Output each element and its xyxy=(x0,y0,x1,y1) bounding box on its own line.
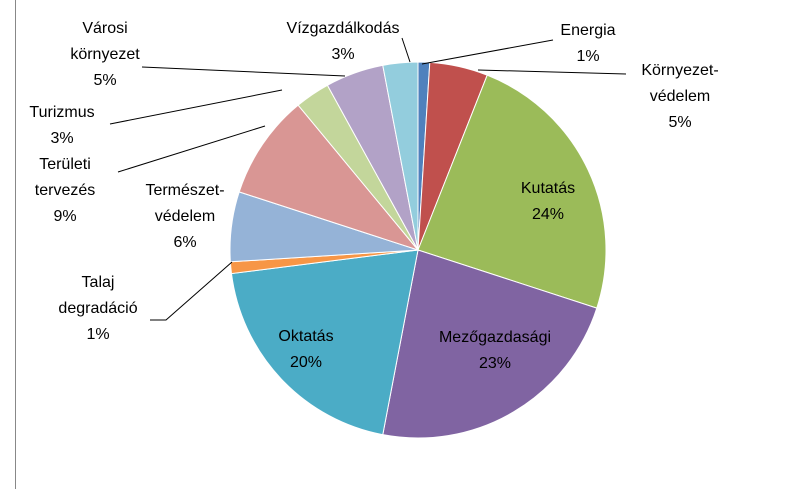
leader-line xyxy=(477,69,627,75)
slice-label: Környezet- védelem xyxy=(641,62,719,105)
slice-label: Területi tervezés xyxy=(34,156,96,199)
slice-value-label: 9% xyxy=(53,208,77,225)
pie-slice xyxy=(382,61,419,251)
pie-slice xyxy=(417,74,607,309)
pie-slice xyxy=(238,104,420,252)
slice-value-label: 1% xyxy=(86,326,110,343)
leader-line xyxy=(117,125,266,173)
slice-value-label: 24% xyxy=(531,206,565,223)
slice-label: Oktatás xyxy=(278,328,334,345)
leader-line xyxy=(141,66,346,77)
slice-value-label: 1% xyxy=(576,48,600,65)
slice-value-label: 23% xyxy=(478,355,512,372)
slice-value-label: 6% xyxy=(173,234,197,251)
slice-label: Mezőgazdasági xyxy=(438,329,552,346)
leader-line xyxy=(421,39,554,65)
slice-label: Vízgazdálkodás xyxy=(286,20,400,37)
slice-value-label: 20% xyxy=(289,354,323,371)
pie-slice xyxy=(230,249,419,436)
slice-value-label: 3% xyxy=(50,130,74,147)
pie-slice xyxy=(382,249,598,439)
slice-value-label: 3% xyxy=(331,46,355,63)
slice-label: Kutatás xyxy=(520,180,576,197)
slice-label: Turizmus xyxy=(29,104,95,121)
slice-label: Városi környezet xyxy=(70,20,140,63)
slice-label: Természet- védelem xyxy=(145,182,225,225)
leader-line xyxy=(109,89,283,125)
leader-line xyxy=(150,261,233,321)
slice-value-label: 5% xyxy=(93,72,117,89)
slice-label: Energia xyxy=(560,22,616,39)
slice-label: Talaj degradáció xyxy=(58,274,138,317)
frame xyxy=(15,0,16,489)
leader-line xyxy=(401,37,411,63)
slice-value-label: 5% xyxy=(668,114,692,131)
